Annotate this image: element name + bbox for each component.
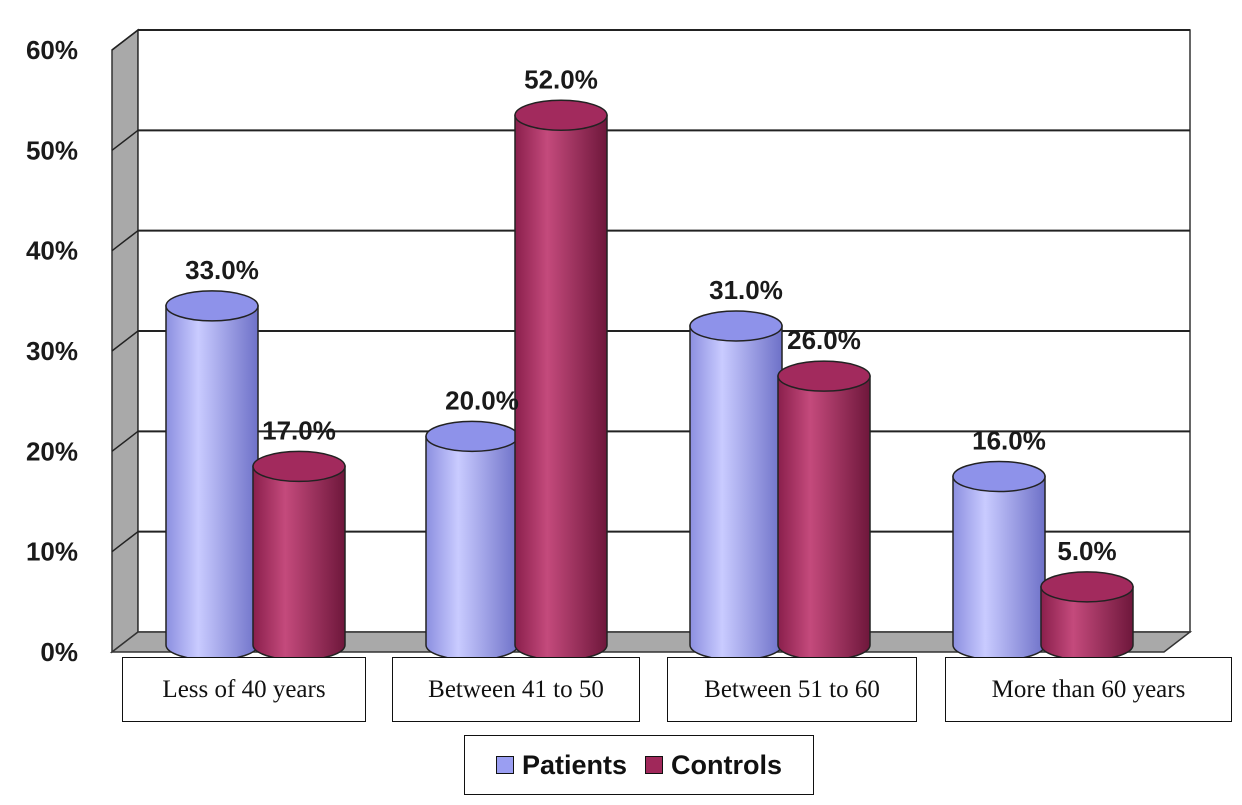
gridline-side [111,230,139,252]
gridline-side [111,531,139,553]
category-label: More than 60 years [945,657,1232,722]
legend-label-controls: Controls [671,749,783,780]
legend-swatch-patients [495,756,514,774]
bar-controls [1040,571,1134,661]
bar-controls [252,450,346,661]
data-label: 31.0% [709,275,783,305]
y-tick-label: 0% [40,637,78,667]
legend: Patients Controls [464,735,814,795]
y-tick-label: 60% [26,35,78,65]
gridline-side [111,129,139,151]
y-tick-label: 30% [26,336,78,366]
y-tick-label: 40% [26,236,78,266]
data-label: 16.0% [972,425,1046,455]
category-label: Between 51 to 60 [667,657,917,722]
bar-patients [952,460,1046,661]
legend-label-patients: Patients [521,749,628,780]
data-label: 26.0% [787,325,861,355]
gridline-side [111,330,139,352]
bar-controls [514,99,608,661]
legend-item-controls: Controls [645,750,782,781]
data-label: 33.0% [185,255,259,285]
data-label: 17.0% [262,415,336,445]
legend-item-patients: Patients [495,749,628,781]
y-tick-label: 50% [26,135,78,165]
category-label: Less of 40 years [122,657,366,722]
bar-controls [777,360,871,661]
legend-swatch-controls [645,756,664,774]
data-label: 52.0% [524,64,598,94]
bar-patients [425,420,519,661]
y-tick-label: 20% [26,436,78,466]
bar-patients [165,290,259,661]
data-label: 20.0% [445,385,519,415]
data-label: 5.0% [1057,536,1116,566]
gridline-side [111,430,139,452]
bar-patients [689,310,783,661]
y-tick-label: 10% [26,537,78,567]
gridline-side [111,29,139,51]
category-label: Between 41 to 50 [392,657,640,722]
